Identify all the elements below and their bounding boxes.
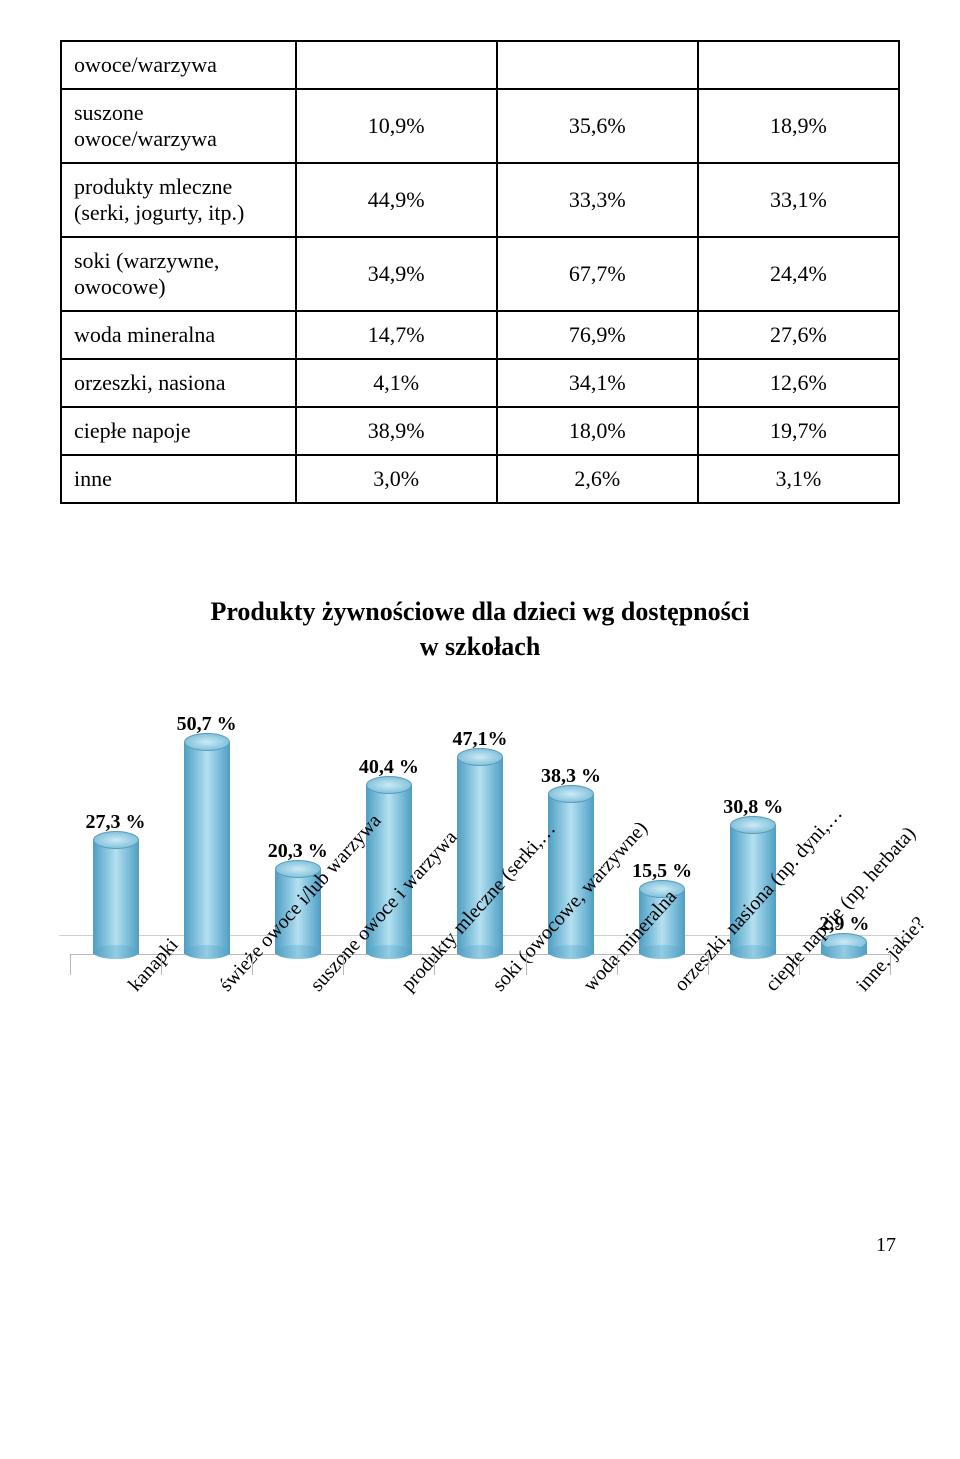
chart-title-line1: Produkty żywnościowe dla dzieci wg dostę… (210, 597, 749, 626)
page-number: 17 (60, 1234, 900, 1257)
table-cell: 33,3% (497, 163, 698, 237)
table-cell: 34,9% (296, 237, 497, 311)
table-cell: 19,7% (698, 407, 899, 455)
table-cell: 24,4% (698, 237, 899, 311)
table-row-label: owoce/warzywa (61, 41, 296, 89)
table-cell (296, 41, 497, 89)
table-cell: 38,9% (296, 407, 497, 455)
table-cell: 27,6% (698, 311, 899, 359)
table-cell (497, 41, 698, 89)
table-cell: 35,6% (497, 89, 698, 163)
table-cell: 67,7% (497, 237, 698, 311)
table-cell: 3,1% (698, 455, 899, 503)
table-cell: 18,9% (698, 89, 899, 163)
data-table: owoce/warzywasuszoneowoce/warzywa10,9%35… (60, 40, 900, 504)
table-cell: 4,1% (296, 359, 497, 407)
table-cell: 3,0% (296, 455, 497, 503)
table-cell: 14,7% (296, 311, 497, 359)
table-cell: 34,1% (497, 359, 698, 407)
table-row-label: ciepłe napoje (61, 407, 296, 455)
table-cell: 33,1% (698, 163, 899, 237)
bar-chart: 27,3 %50,7 %20,3 %40,4 %47,1%38,3 %15,5 … (70, 704, 890, 1224)
table-row-label: suszoneowoce/warzywa (61, 89, 296, 163)
table-row-label: produkty mleczne(serki, jogurty, itp.) (61, 163, 296, 237)
table-cell: 76,9% (497, 311, 698, 359)
table-cell (698, 41, 899, 89)
bar: 50,7 % (161, 713, 252, 954)
table-row-label: orzeszki, nasiona (61, 359, 296, 407)
bar: 27,3 % (70, 811, 161, 954)
chart-title: Produkty żywnościowe dla dzieci wg dostę… (60, 594, 900, 664)
table-cell: 44,9% (296, 163, 497, 237)
table-row-label: woda mineralna (61, 311, 296, 359)
table-cell: 18,0% (497, 407, 698, 455)
table-cell: 12,6% (698, 359, 899, 407)
chart-title-line2: w szkołach (420, 632, 541, 661)
table-cell: 10,9% (296, 89, 497, 163)
table-row-label: inne (61, 455, 296, 503)
table-cell: 2,6% (497, 455, 698, 503)
table-row-label: soki (warzywne,owocowe) (61, 237, 296, 311)
